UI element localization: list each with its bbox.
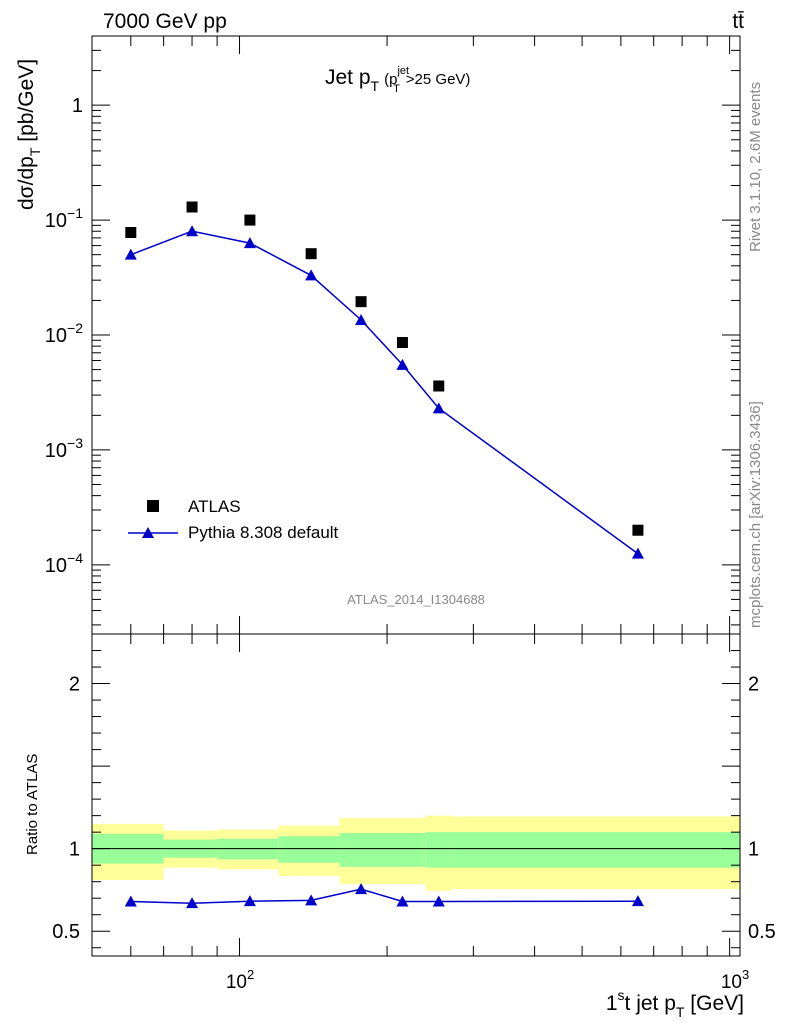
xlabel: 1st jet pT [GeV] xyxy=(606,987,744,1020)
ratio-mc-line xyxy=(130,888,638,904)
ratio-ytick-label-right: 2 xyxy=(748,674,759,696)
legend-mc-marker xyxy=(142,527,154,538)
ratio-ylabel: Ratio to ATLAS xyxy=(24,754,41,855)
ratio-panel: 0.5 0.5 1 1 2 2 Ratio to ATLAS xyxy=(24,633,776,957)
ratio-ytick-label-left: 2 xyxy=(69,674,80,696)
legend-mc-label: Pythia 8.308 default xyxy=(188,523,339,542)
atlas-point xyxy=(305,248,317,260)
ratio-mc-point xyxy=(432,895,445,907)
mc-point xyxy=(355,314,368,326)
mc-point xyxy=(243,237,256,249)
main-ytick-label: 10−2 xyxy=(45,320,83,347)
legend: ATLAS Pythia 8.308 default xyxy=(128,497,339,542)
atlas-point xyxy=(632,524,644,536)
rivet-label: Rivet 3.1.10, 2.6M events xyxy=(747,82,764,252)
main-panel: 1 10−1 10−2 10−3 10−4 Jet pT (pjet T>25 GeV) d… xyxy=(15,35,741,635)
mc-point xyxy=(432,402,445,414)
atlas-point xyxy=(433,380,445,392)
main-ytick-label: 10−4 xyxy=(45,550,83,577)
header-left: 7000 GeV pp xyxy=(103,10,227,33)
mcplots-label: mcplots.cern.ch [arXiv:1306.3436] xyxy=(747,401,764,628)
main-ytick-labels: 1 10−1 10−2 10−3 10−4 xyxy=(45,95,83,577)
mc-line xyxy=(130,230,639,555)
legend-atlas-label: ATLAS xyxy=(188,497,241,516)
ratio-mc-point xyxy=(124,895,137,907)
legend-atlas-marker xyxy=(147,500,159,512)
ratio-ticks xyxy=(91,634,740,956)
mc-point xyxy=(305,269,318,281)
ratio-frame xyxy=(91,633,741,957)
atlas-point xyxy=(186,201,198,213)
main-ylabel: dσ/dpT [pb/GeV] xyxy=(15,59,43,210)
ratio-band-inner xyxy=(278,836,340,863)
main-ytick-label: 10−1 xyxy=(45,205,83,232)
main-data xyxy=(124,201,644,559)
mc-point xyxy=(631,547,644,559)
ratio-ytick-label-right: 0.5 xyxy=(748,921,776,943)
ratio-mc-point xyxy=(355,883,368,895)
atlas-point xyxy=(396,337,408,349)
ratio-bands xyxy=(92,815,740,891)
analysis-id: ATLAS_2014_I1304688 xyxy=(347,592,485,607)
ratio-data xyxy=(124,883,644,909)
xtick-label-100: 102 xyxy=(226,967,254,993)
ratio-ytick-label-right: 1 xyxy=(748,839,759,861)
ratio-mc-point xyxy=(631,895,644,907)
atlas-point xyxy=(244,214,256,226)
atlas-point xyxy=(125,226,137,238)
mc-point xyxy=(186,225,199,237)
ratio-ytick-label-left: 1 xyxy=(69,839,80,861)
header-right: tt̄ xyxy=(732,10,744,33)
main-ticks xyxy=(91,35,740,634)
main-ytick-label: 10−3 xyxy=(45,435,83,462)
xtick-label-1000: 103 xyxy=(721,967,749,993)
mc-point xyxy=(124,248,137,260)
ratio-band-inner xyxy=(450,832,740,868)
ratio-ytick-label-left: 0.5 xyxy=(52,921,80,943)
ratio-mc-point xyxy=(186,897,199,909)
atlas-point xyxy=(355,296,367,308)
ratio-mc-point xyxy=(305,894,318,906)
plot-title: Jet pT (pjet T>25 GeV) xyxy=(325,65,470,95)
ratio-mc-point xyxy=(243,895,256,907)
ratio-ytick-labels: 0.5 0.5 1 1 2 2 xyxy=(52,674,776,944)
ratio-band-inner xyxy=(339,832,426,867)
ratio-band-inner xyxy=(425,832,451,868)
main-ytick-label: 1 xyxy=(72,95,83,117)
ratio-mc-point xyxy=(396,895,409,907)
main-frame xyxy=(91,35,741,635)
mc-point xyxy=(396,358,409,370)
